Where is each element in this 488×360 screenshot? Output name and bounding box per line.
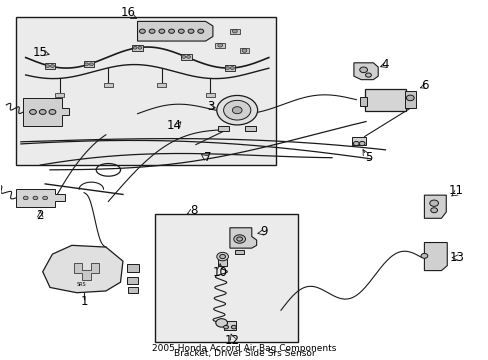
Polygon shape [137,21,212,41]
Circle shape [215,319,227,327]
Bar [16,17,276,165]
Bar [132,45,142,50]
Circle shape [406,95,413,101]
Text: 2: 2 [37,209,44,222]
Circle shape [159,29,164,33]
Circle shape [30,109,36,114]
Bar [154,214,297,342]
Text: 12: 12 [224,334,239,347]
Bar [245,126,256,131]
Bar [224,65,235,71]
Bar [127,287,137,293]
Circle shape [233,235,245,243]
Polygon shape [424,195,446,218]
Bar [364,89,406,111]
Polygon shape [42,245,122,293]
Circle shape [225,67,229,69]
Circle shape [186,55,190,58]
Bar [104,82,113,87]
Text: 7: 7 [204,151,211,164]
Bar [218,259,226,266]
Circle shape [198,29,203,33]
Polygon shape [424,243,447,271]
Circle shape [353,141,359,146]
Bar [224,321,236,330]
Bar [218,126,228,131]
Text: 10: 10 [212,266,227,279]
Bar [215,43,224,48]
Polygon shape [16,189,64,207]
Circle shape [223,100,250,120]
Circle shape [138,46,142,49]
Circle shape [23,196,28,200]
Polygon shape [229,228,256,248]
Circle shape [359,67,367,73]
Bar [234,249,244,254]
Circle shape [45,65,49,67]
Circle shape [232,30,237,33]
Circle shape [430,208,437,213]
Bar [359,97,366,106]
Text: Bracket, Driver Side Srs Sensor: Bracket, Driver Side Srs Sensor [173,349,315,358]
Bar [229,29,239,34]
Bar [127,277,138,284]
Text: 15: 15 [33,46,48,59]
Circle shape [216,252,228,261]
Text: 16: 16 [120,6,135,19]
Circle shape [219,255,225,259]
Circle shape [49,109,56,114]
Text: 9: 9 [260,225,267,238]
Circle shape [33,196,38,200]
Bar [181,54,191,60]
Circle shape [230,67,234,69]
Bar [83,62,94,67]
Circle shape [89,63,93,66]
Circle shape [242,49,246,52]
Circle shape [223,325,228,329]
Bar [239,48,249,53]
Circle shape [429,200,438,206]
Bar [157,83,166,87]
Circle shape [365,73,371,77]
Bar [44,63,55,69]
Circle shape [39,109,46,114]
Circle shape [178,29,184,33]
Circle shape [420,253,427,258]
Polygon shape [74,263,99,280]
Polygon shape [404,91,415,108]
Circle shape [149,29,155,33]
Circle shape [236,237,242,241]
Circle shape [359,141,365,146]
Circle shape [188,29,194,33]
Polygon shape [23,98,69,126]
Text: 1: 1 [80,295,88,308]
Bar [126,264,139,272]
Text: 14: 14 [166,120,181,132]
Text: 5: 5 [364,151,371,164]
Circle shape [168,29,174,33]
Text: 8: 8 [189,204,197,217]
Circle shape [84,63,88,66]
Circle shape [182,55,185,58]
Text: 6: 6 [421,79,428,92]
Circle shape [232,107,242,114]
Circle shape [42,196,47,200]
Text: 4: 4 [381,58,388,71]
Text: 3: 3 [206,100,214,113]
Circle shape [50,65,54,67]
Polygon shape [353,63,377,80]
Text: 2005 Honda Accord Air Bag Components: 2005 Honda Accord Air Bag Components [152,343,336,352]
Text: 13: 13 [448,251,464,264]
Circle shape [139,29,145,33]
Text: 11: 11 [447,184,463,197]
Circle shape [217,44,222,47]
Circle shape [133,46,137,49]
Bar [351,137,365,145]
Circle shape [216,95,257,125]
Bar [55,93,64,97]
Text: SRS: SRS [77,283,86,288]
Circle shape [231,325,236,329]
Bar [205,93,214,98]
